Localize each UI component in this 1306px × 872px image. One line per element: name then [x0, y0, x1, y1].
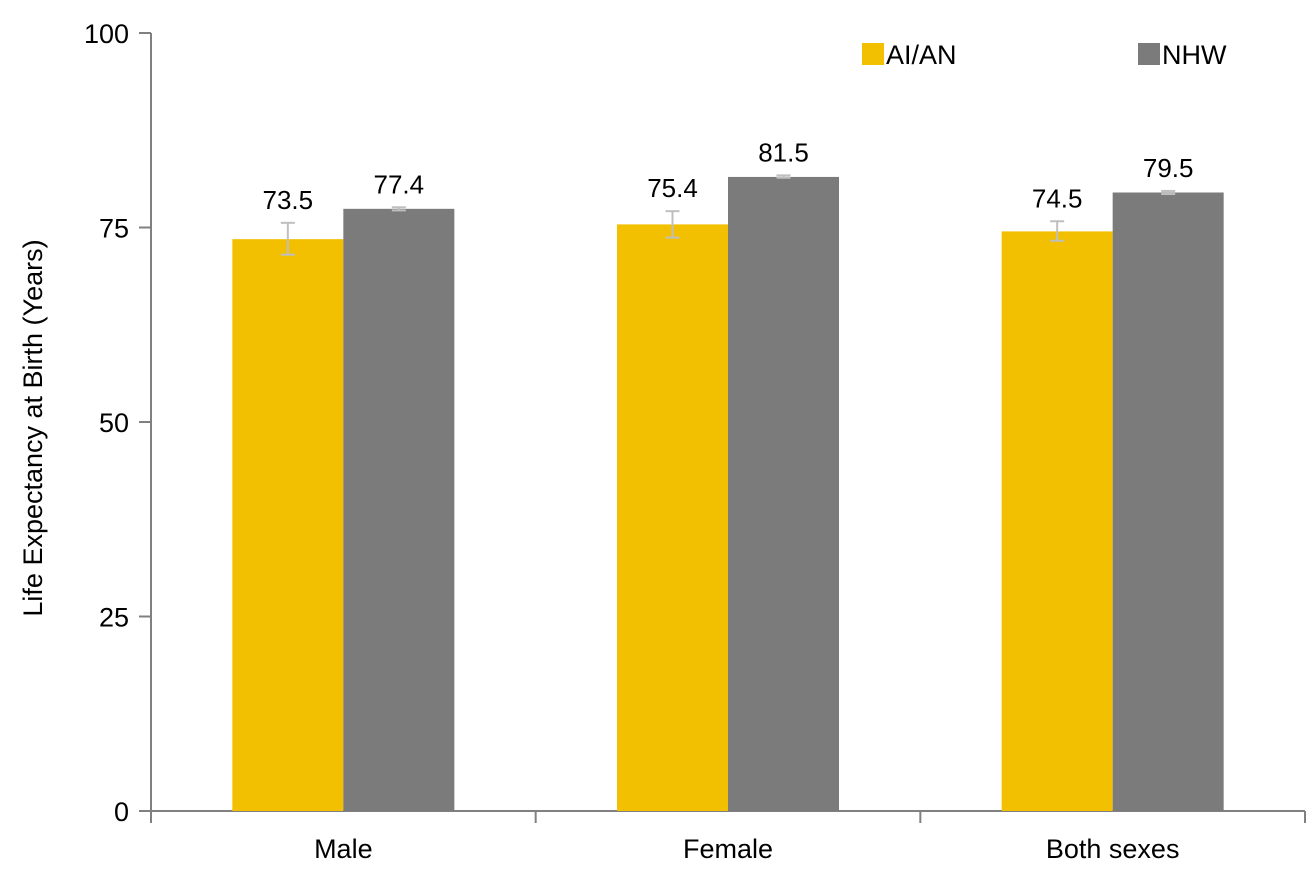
x-tick-label: Female [683, 834, 773, 864]
bar-ai-an [232, 239, 344, 812]
y-tick-label: 50 [99, 408, 129, 438]
data-label: 81.5 [758, 137, 809, 167]
bar-nhw [1112, 192, 1224, 812]
y-tick-label: 75 [99, 214, 129, 244]
bar-ai-an [617, 224, 728, 811]
data-labels: 73.5 75.4 74.5 77.4 81.5 79.5 [263, 137, 1194, 214]
y-tick-label: 0 [114, 797, 129, 827]
legend: AI/AN NHW [862, 40, 1227, 70]
bars [232, 176, 1224, 812]
legend-swatch [1138, 43, 1160, 65]
y-tick-label: 25 [99, 603, 129, 633]
x-tick-label: Both sexes [1046, 834, 1180, 864]
y-tick-label: 100 [84, 19, 129, 49]
legend-swatch [862, 43, 884, 65]
bar-nhw [343, 208, 455, 811]
data-label: 74.5 [1032, 183, 1083, 213]
data-label: 75.4 [647, 173, 698, 203]
y-axis-title-group: Life Expectancy at Birth (Years) [18, 239, 48, 616]
data-label: 79.5 [1143, 153, 1194, 183]
error-bars [280, 174, 1176, 256]
bar-nhw [728, 176, 839, 811]
y-axis-title: Life Expectancy at Birth (Years) [18, 239, 48, 616]
data-label: 77.4 [374, 169, 425, 199]
legend-label: AI/AN [886, 40, 957, 70]
x-tick-label: Male [314, 834, 373, 864]
data-label: 73.5 [263, 185, 314, 215]
bar-ai-an [1001, 231, 1113, 811]
legend-label: NHW [1162, 40, 1227, 70]
